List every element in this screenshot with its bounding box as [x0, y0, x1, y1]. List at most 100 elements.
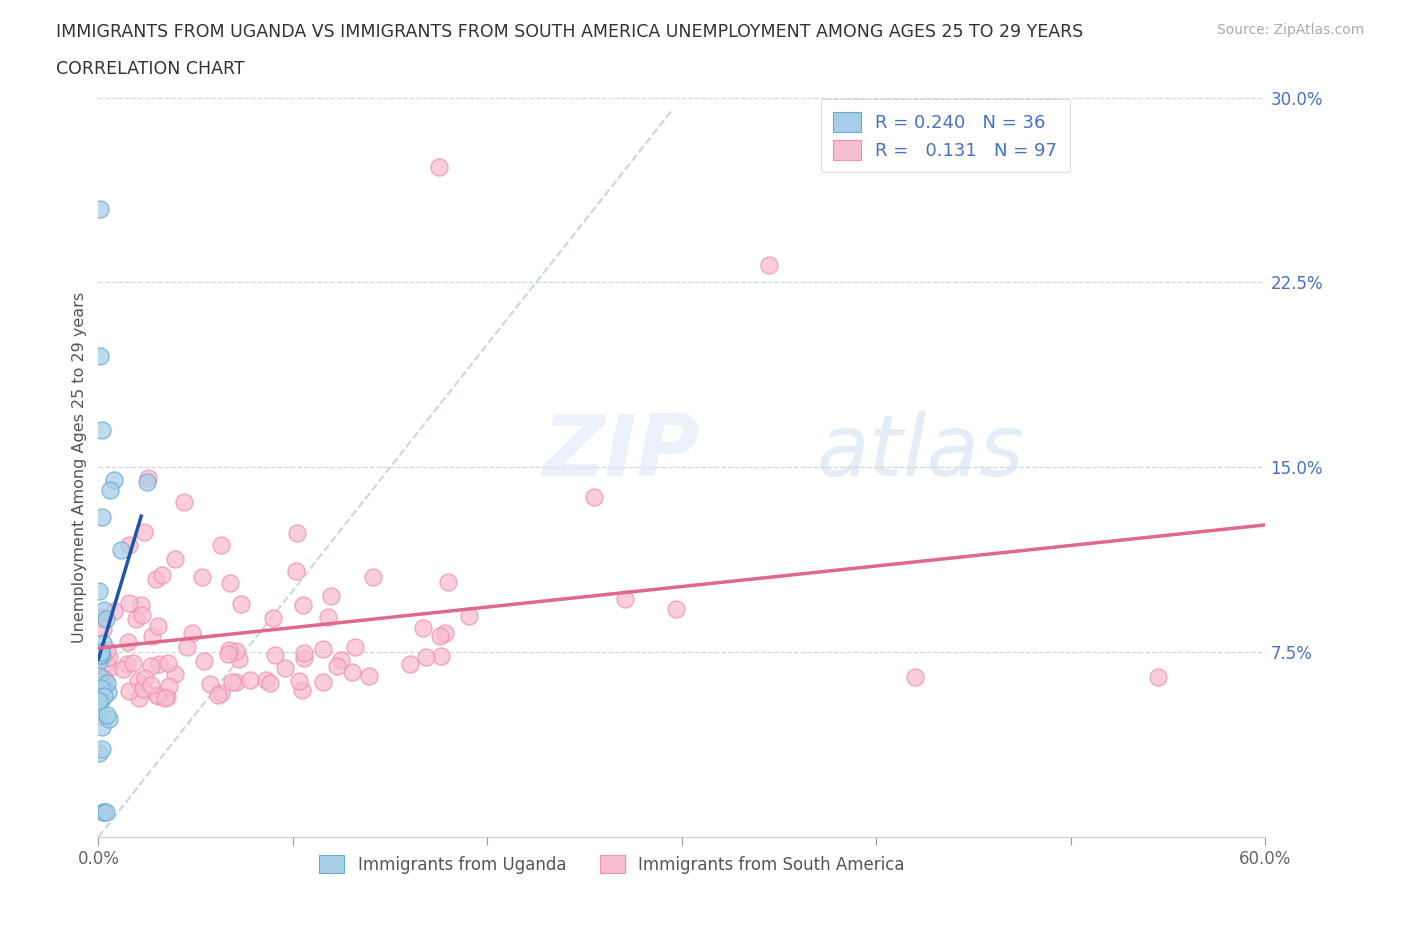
Point: [259, 676, 281, 691]
Point: [217, 646, 239, 661]
Point: [312, 641, 335, 656]
Point: [89, 654, 111, 669]
Point: [91, 621, 114, 636]
Point: [176, 640, 198, 655]
Point: [103, 472, 125, 487]
Point: [91, 510, 114, 525]
Point: [342, 664, 364, 679]
Point: [254, 672, 277, 687]
Point: [89, 694, 111, 709]
Point: [91, 635, 114, 650]
Point: [96, 805, 118, 820]
Point: [198, 676, 221, 691]
Point: [264, 647, 287, 662]
Point: [344, 639, 367, 654]
Point: [118, 595, 141, 610]
Text: CORRELATION CHART: CORRELATION CHART: [56, 60, 245, 78]
Point: [225, 674, 247, 689]
Point: [319, 589, 342, 604]
Point: [218, 576, 240, 591]
Point: [412, 620, 434, 635]
Point: [93, 603, 115, 618]
Point: [207, 688, 229, 703]
Point: [90, 681, 112, 696]
Point: [292, 645, 315, 660]
Point: [163, 551, 186, 566]
Point: [89, 609, 111, 624]
Point: [437, 575, 460, 590]
Point: [131, 607, 153, 622]
Point: [89, 583, 111, 598]
Point: [141, 658, 163, 673]
Point: [112, 662, 135, 677]
Point: [153, 690, 176, 705]
Point: [274, 660, 297, 675]
Point: [125, 611, 148, 626]
Point: [128, 691, 150, 706]
Point: [583, 489, 606, 504]
Point: [98, 483, 121, 498]
Point: [429, 648, 451, 663]
Point: [150, 567, 173, 582]
Legend: Immigrants from Uganda, Immigrants from South America: Immigrants from Uganda, Immigrants from …: [312, 848, 911, 881]
Point: [94, 612, 117, 627]
Point: [357, 669, 380, 684]
Point: [134, 525, 156, 539]
Point: [218, 643, 240, 658]
Point: [89, 644, 111, 658]
Point: [103, 604, 125, 618]
Point: [97, 661, 120, 676]
Point: [209, 538, 232, 552]
Point: [90, 693, 112, 708]
Point: [284, 564, 307, 578]
Point: [136, 474, 159, 489]
Point: [191, 569, 214, 584]
Point: [291, 597, 314, 612]
Point: [262, 611, 284, 626]
Text: ZIP: ZIP: [541, 411, 700, 494]
Point: [118, 538, 141, 552]
Point: [117, 634, 139, 649]
Point: [361, 570, 384, 585]
Point: [93, 804, 115, 819]
Point: [89, 201, 111, 216]
Point: [225, 644, 247, 658]
Point: [429, 628, 451, 643]
Point: [96, 708, 118, 723]
Point: [90, 720, 112, 735]
Point: [434, 626, 457, 641]
Point: [141, 629, 163, 644]
Point: [118, 684, 141, 698]
Point: [457, 608, 479, 623]
Point: [292, 650, 315, 665]
Point: [291, 683, 314, 698]
Point: [93, 671, 115, 686]
Point: [145, 571, 167, 586]
Point: [94, 655, 117, 670]
Point: [93, 679, 115, 694]
Point: [93, 671, 115, 685]
Point: [415, 649, 437, 664]
Point: [312, 674, 335, 689]
Point: [614, 591, 637, 606]
Point: [146, 618, 169, 633]
Point: [148, 657, 170, 671]
Point: [129, 598, 152, 613]
Point: [427, 159, 450, 174]
Point: [93, 688, 115, 703]
Point: [91, 742, 114, 757]
Point: [904, 670, 927, 684]
Point: [134, 671, 156, 685]
Point: [110, 542, 132, 557]
Point: [221, 674, 243, 689]
Point: [163, 667, 186, 682]
Point: [90, 644, 112, 659]
Point: [89, 669, 111, 684]
Y-axis label: Unemployment Among Ages 25 to 29 years: Unemployment Among Ages 25 to 29 years: [72, 292, 87, 643]
Point: [91, 689, 114, 704]
Point: [127, 673, 149, 688]
Point: [96, 675, 118, 690]
Point: [91, 423, 114, 438]
Point: [90, 681, 112, 696]
Point: [180, 626, 202, 641]
